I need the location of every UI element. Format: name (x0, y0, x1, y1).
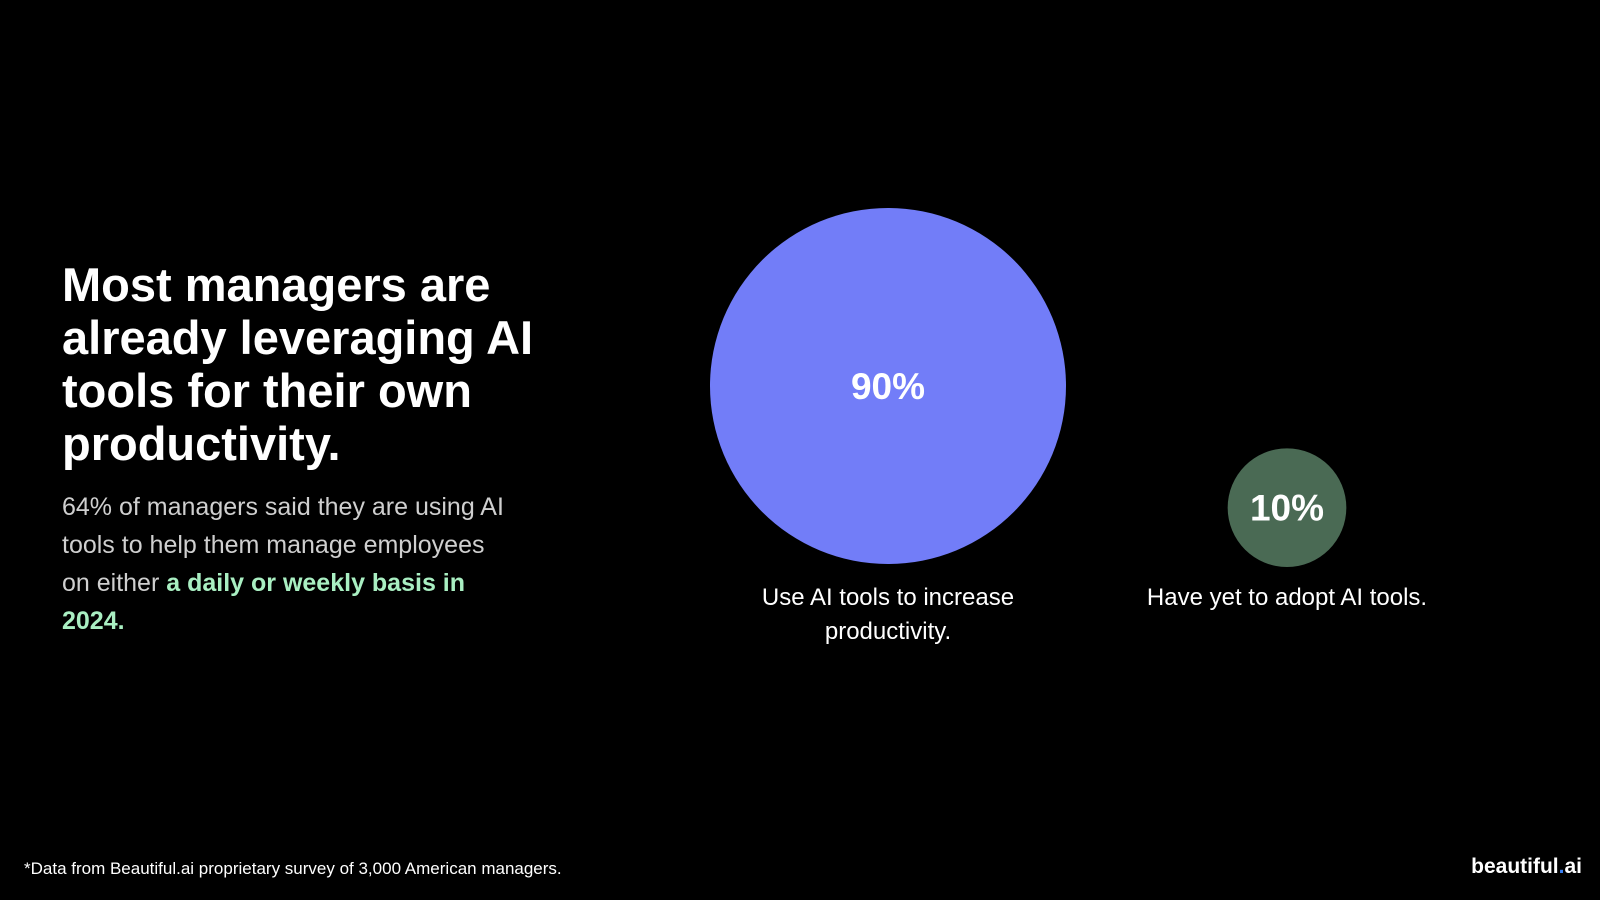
slide-title: Most managers are already leveraging AI … (62, 258, 534, 470)
footnote: *Data from Beautiful.ai proprietary surv… (24, 859, 562, 878)
beautiful-ai-logo: beautiful.ai (1471, 855, 1582, 879)
bubble-label-not-adopted: Have yet to adopt AI tools. (1146, 584, 1428, 611)
bubble-value-label: 10% (1250, 488, 1324, 529)
logo-name: beautiful (1471, 855, 1559, 878)
bubble-10 (1227, 448, 1347, 567)
logo-suffix: ai (1564, 855, 1582, 878)
bubble-label-use-ai: Use AI tools to increase productivity. (761, 584, 1015, 645)
bubble-value-label: 90% (851, 366, 925, 407)
body-highlight: a daily or weekly basis in 2024. (62, 569, 466, 635)
body-text: 64% of managers said they are using AI t… (62, 493, 504, 597)
logo-dot: . (1558, 855, 1565, 878)
bubble-90 (710, 208, 1066, 564)
slide-body: 64% of managers said they are using AI t… (62, 488, 512, 640)
